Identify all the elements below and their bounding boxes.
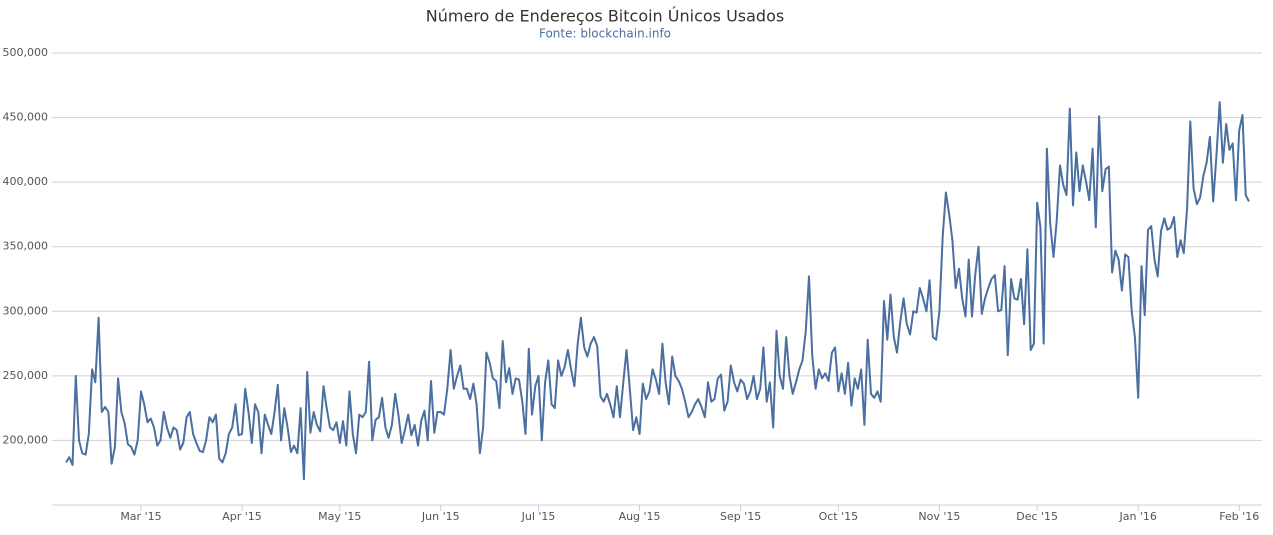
x-tick-label: Nov '15 xyxy=(918,510,960,523)
x-tick-label: Jul '15 xyxy=(521,510,556,523)
x-tick-label: Oct '15 xyxy=(819,510,859,523)
y-tick-label: 200,000 xyxy=(3,433,49,446)
y-tick-label: 500,000 xyxy=(3,46,49,59)
x-tick-label: Jun '15 xyxy=(421,510,460,523)
y-tick-label: 350,000 xyxy=(3,240,49,253)
x-tick-label: Sep '15 xyxy=(720,510,761,523)
y-tick-label: 400,000 xyxy=(3,175,49,188)
x-tick-label: Apr '15 xyxy=(222,510,262,523)
y-tick-label: 250,000 xyxy=(3,369,49,382)
y-tick-label: 300,000 xyxy=(3,304,49,317)
chart-title: Número de Endereços Bitcoin Únicos Usado… xyxy=(426,7,784,26)
y-tick-label: 450,000 xyxy=(3,111,49,124)
data-line xyxy=(65,101,1250,481)
x-tick-label: May '15 xyxy=(318,510,361,523)
chart-subtitle: Fonte: blockchain.info xyxy=(539,27,671,41)
x-tick-label: Jan '16 xyxy=(1118,510,1156,523)
x-tick-label: Aug '15 xyxy=(619,510,661,523)
x-tick-label: Feb '16 xyxy=(1219,510,1259,523)
x-tick-label: Mar '15 xyxy=(120,510,161,523)
x-tick-label: Dec '15 xyxy=(1016,510,1058,523)
